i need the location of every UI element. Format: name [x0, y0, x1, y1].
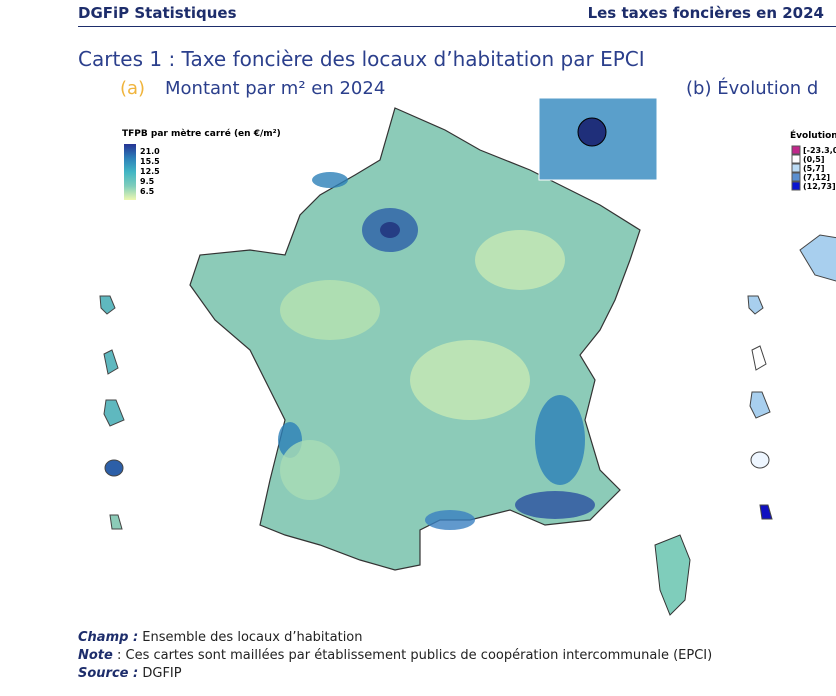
note-label: Champ :: [78, 630, 139, 645]
map-a-letter: (a): [120, 78, 146, 99]
header-right: Les taxes foncières en 2024: [587, 4, 824, 22]
legend-b-swatch: [791, 145, 801, 155]
note: Note : Ces cartes sont maillées par étab…: [78, 648, 712, 663]
overseas-b: [747, 295, 773, 520]
paris-inset-center: [577, 117, 607, 147]
note-text: DGFIP: [142, 666, 182, 681]
legend-b-label: (12,73]: [803, 182, 836, 191]
legend-b-label: (5,7]: [803, 164, 824, 173]
legend-b-swatch: [791, 172, 801, 182]
legend-b-title: Évolution: [790, 129, 836, 141]
note: Champ : Ensemble des locaux d’habitation: [78, 630, 363, 645]
legend-b-swatch: [791, 163, 801, 173]
map-a-caption: Montant par m² en 2024: [165, 78, 386, 99]
paris-inset: [538, 97, 658, 181]
legend-a-label: 15.5: [140, 157, 160, 166]
corsica: [654, 534, 691, 616]
title: Cartes 1 : Taxe foncière des locaux d’ha…: [78, 47, 645, 71]
note-label: Note: [78, 648, 113, 663]
legend-b-swatch: [791, 154, 801, 164]
legend-b-label: [-23.3,0]: [803, 146, 836, 155]
header-rule: [78, 26, 836, 27]
legend-a-label: 9.5: [140, 177, 155, 186]
note-text: Ensemble des locaux d’habitation: [142, 630, 363, 645]
legend-a-bar: [124, 144, 136, 200]
note: Source : DGFIP: [78, 666, 182, 681]
overseas-a: [99, 295, 125, 530]
legend-a-label: 12.5: [140, 167, 160, 176]
legend-a-label: 21.0: [140, 147, 160, 156]
legend-a-label: 6.5: [140, 187, 155, 196]
legend-b-labels: [-23.3,0](0,5](5,7](7,12](12,73]: [791, 145, 836, 191]
map-b-caption: (b) Évolution d: [686, 78, 819, 99]
legend-b-label: (7,12]: [803, 173, 830, 182]
map-b-fragment: [799, 234, 836, 282]
legend-a-labels: 21.015.512.59.56.5: [140, 147, 160, 196]
legend-b-label: (0,5]: [803, 155, 824, 164]
note-text: : Ces cartes sont maillées par établisse…: [116, 648, 713, 663]
legend-b-swatch: [791, 181, 801, 191]
note-label: Source :: [78, 666, 139, 681]
legend-a-title: TFPB par mètre carré (en €/m²): [122, 128, 281, 139]
map-regions: [278, 172, 595, 530]
header-left: DGFiP Statistiques: [78, 4, 237, 22]
